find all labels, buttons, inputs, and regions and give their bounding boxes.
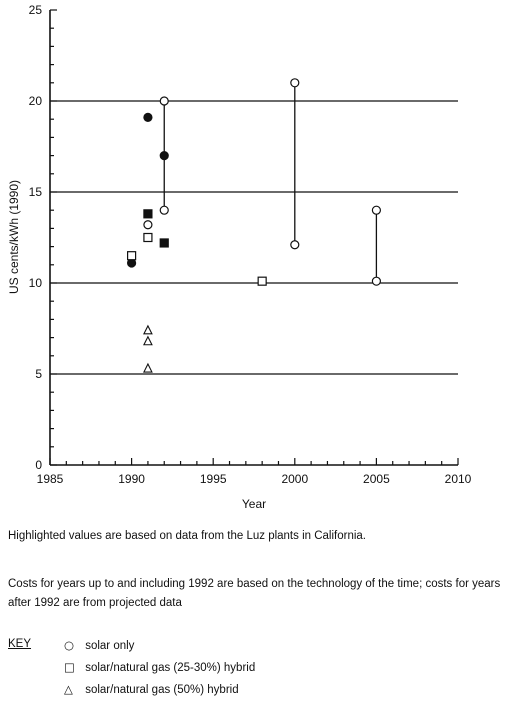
y-tick-label: 0 <box>35 458 42 472</box>
circle-point <box>371 276 381 286</box>
square-point <box>257 276 267 286</box>
y-tick-label: 20 <box>29 94 43 108</box>
circle-point <box>290 240 300 250</box>
grid <box>50 100 458 375</box>
axes <box>49 9 459 466</box>
y-tick-label: 15 <box>29 185 43 199</box>
key-item-label: solar/natural gas (50%) hybrid <box>85 684 239 696</box>
square-icon: □ <box>64 660 75 674</box>
data-points <box>126 78 381 373</box>
square-point <box>143 232 153 243</box>
square-point <box>126 251 137 261</box>
key-item-label: solar only <box>85 640 135 652</box>
circle-point <box>143 112 153 122</box>
range-lines <box>163 82 378 282</box>
y-tick-label: 5 <box>35 367 42 381</box>
triangle-point <box>143 362 153 373</box>
x-axis-label: Year <box>242 497 266 511</box>
tick-labels: 1985 1990 1995 2000 2005 2010 0 5 10 15 20 25 <box>29 3 472 486</box>
y-tick-label: 25 <box>29 3 43 17</box>
note-highlighted: Highlighted values are based on data fro… <box>8 530 366 542</box>
key-item-label: solar/natural gas (25-30%) hybrid <box>85 662 256 674</box>
x-tick-label: 2005 <box>363 472 390 486</box>
triangle-point <box>143 335 153 346</box>
circle-point <box>159 151 169 161</box>
triangle-icon: △ <box>64 682 73 696</box>
circle-point <box>290 78 300 88</box>
key-item-hybrid-50: △ solar/natural gas (50%) hybrid <box>64 682 239 700</box>
note-costs: Costs for years up to and including 1992… <box>8 578 501 609</box>
x-tick-label: 2000 <box>281 472 308 486</box>
x-tick-label: 1985 <box>37 472 64 486</box>
x-tick-label: 1995 <box>200 472 227 486</box>
key-item-hybrid-25-30: □ solar/natural gas (25-30%) hybrid <box>64 660 255 678</box>
triangle-point <box>143 324 153 335</box>
circle-point <box>371 205 381 215</box>
x-tick-label: 2010 <box>445 472 472 486</box>
circle-point <box>159 96 169 106</box>
y-axis-label: US cents/kWh (1990) <box>7 180 21 294</box>
circle-icon: ○ <box>64 638 75 652</box>
x-tick-label: 1990 <box>118 472 145 486</box>
circle-point <box>159 205 169 215</box>
square-point <box>143 209 153 219</box>
key-item-solar-only: ○ solar only <box>64 638 134 656</box>
circle-point <box>143 220 153 230</box>
square-point <box>159 238 169 248</box>
y-tick-label: 10 <box>29 276 43 290</box>
key-title: KEY <box>8 638 32 650</box>
